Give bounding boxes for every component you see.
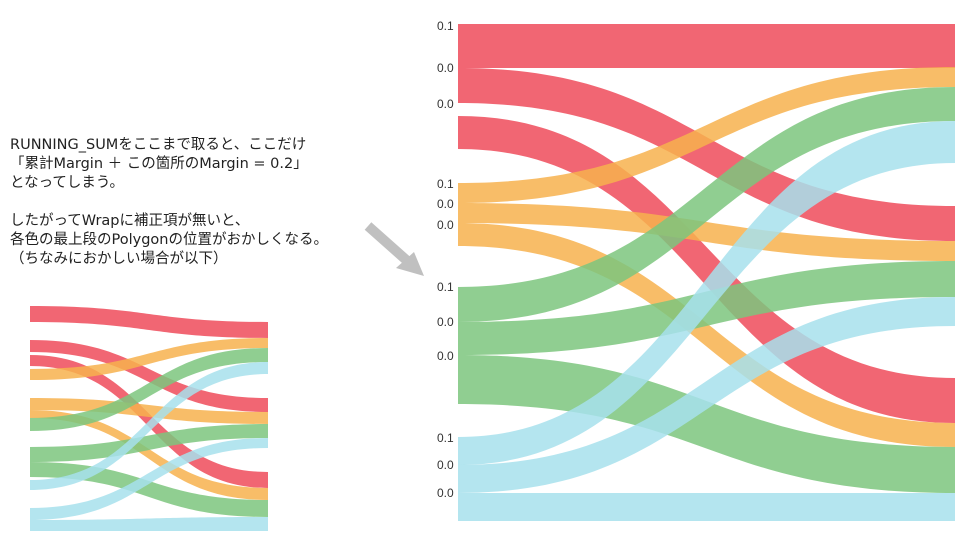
axis-label: 0.0 [437, 61, 454, 75]
green-flow-ribbon [458, 87, 955, 322]
annotation-line-1: RUNNING_SUMをここまで取ると、ここだけ [10, 137, 307, 153]
green-flow-ribbon [30, 348, 268, 431]
blue-flow-ribbon [30, 362, 268, 490]
large-sankey-diagram [458, 24, 955, 521]
red-flow-ribbon [458, 116, 955, 423]
axis-label: 0.0 [437, 486, 454, 500]
blue-flow-ribbon [458, 297, 955, 493]
red-flow-ribbon [458, 24, 955, 68]
blue-flow-ribbon [30, 438, 268, 520]
orange-flow-ribbon [30, 410, 268, 500]
axis-label: 0.1 [437, 280, 454, 294]
small-sankey-diagram [30, 306, 268, 531]
green-flow-ribbon [30, 424, 268, 462]
annotation-line-7: （ちなみにおかしい場合が以下） [10, 251, 228, 267]
blue-flow-ribbon [458, 493, 955, 521]
axis-label: 0.0 [437, 218, 454, 232]
axis-label: 0.1 [437, 19, 454, 33]
red-flow-ribbon [30, 340, 268, 412]
green-flow-ribbon [458, 355, 955, 493]
axis-label: 0.1 [437, 177, 454, 191]
orange-flow-ribbon [30, 398, 268, 424]
pointer-arrow [364, 222, 424, 276]
annotation-line-5: したがってWrapに補正項が無いと、 [10, 213, 250, 229]
red-flow-ribbon [30, 306, 268, 338]
axis-label: 0.0 [437, 97, 454, 111]
orange-flow-ribbon [30, 338, 268, 380]
annotation-line-6: 各色の最上段のPolygonの位置がおかしくなる。 [10, 232, 328, 248]
red-flow-ribbon [458, 68, 955, 241]
annotation-line-3: となってしまう。 [10, 175, 124, 191]
axis-label: 0.1 [437, 431, 454, 445]
axis-label: 0.0 [437, 197, 454, 211]
blue-flow-ribbon [30, 517, 268, 531]
axis-label: 0.0 [437, 315, 454, 329]
orange-flow-ribbon [458, 67, 955, 203]
blue-flow-ribbon [458, 121, 955, 465]
axis-label: 0.0 [437, 458, 454, 472]
large-axis-labels: 0.1 0.0 0.0 0.1 0.0 0.0 0.1 0.0 0.0 0.1 … [437, 19, 454, 500]
annotation-line-2: 「累計Margin ＋ この箇所のMargin = 0.2」 [10, 156, 308, 172]
annotation-text: RUNNING_SUMをここまで取ると、ここだけ 「累計Margin ＋ この箇… [10, 136, 380, 269]
orange-flow-ribbon [458, 223, 955, 447]
axis-label: 0.0 [437, 349, 454, 363]
orange-flow-ribbon [458, 203, 955, 261]
